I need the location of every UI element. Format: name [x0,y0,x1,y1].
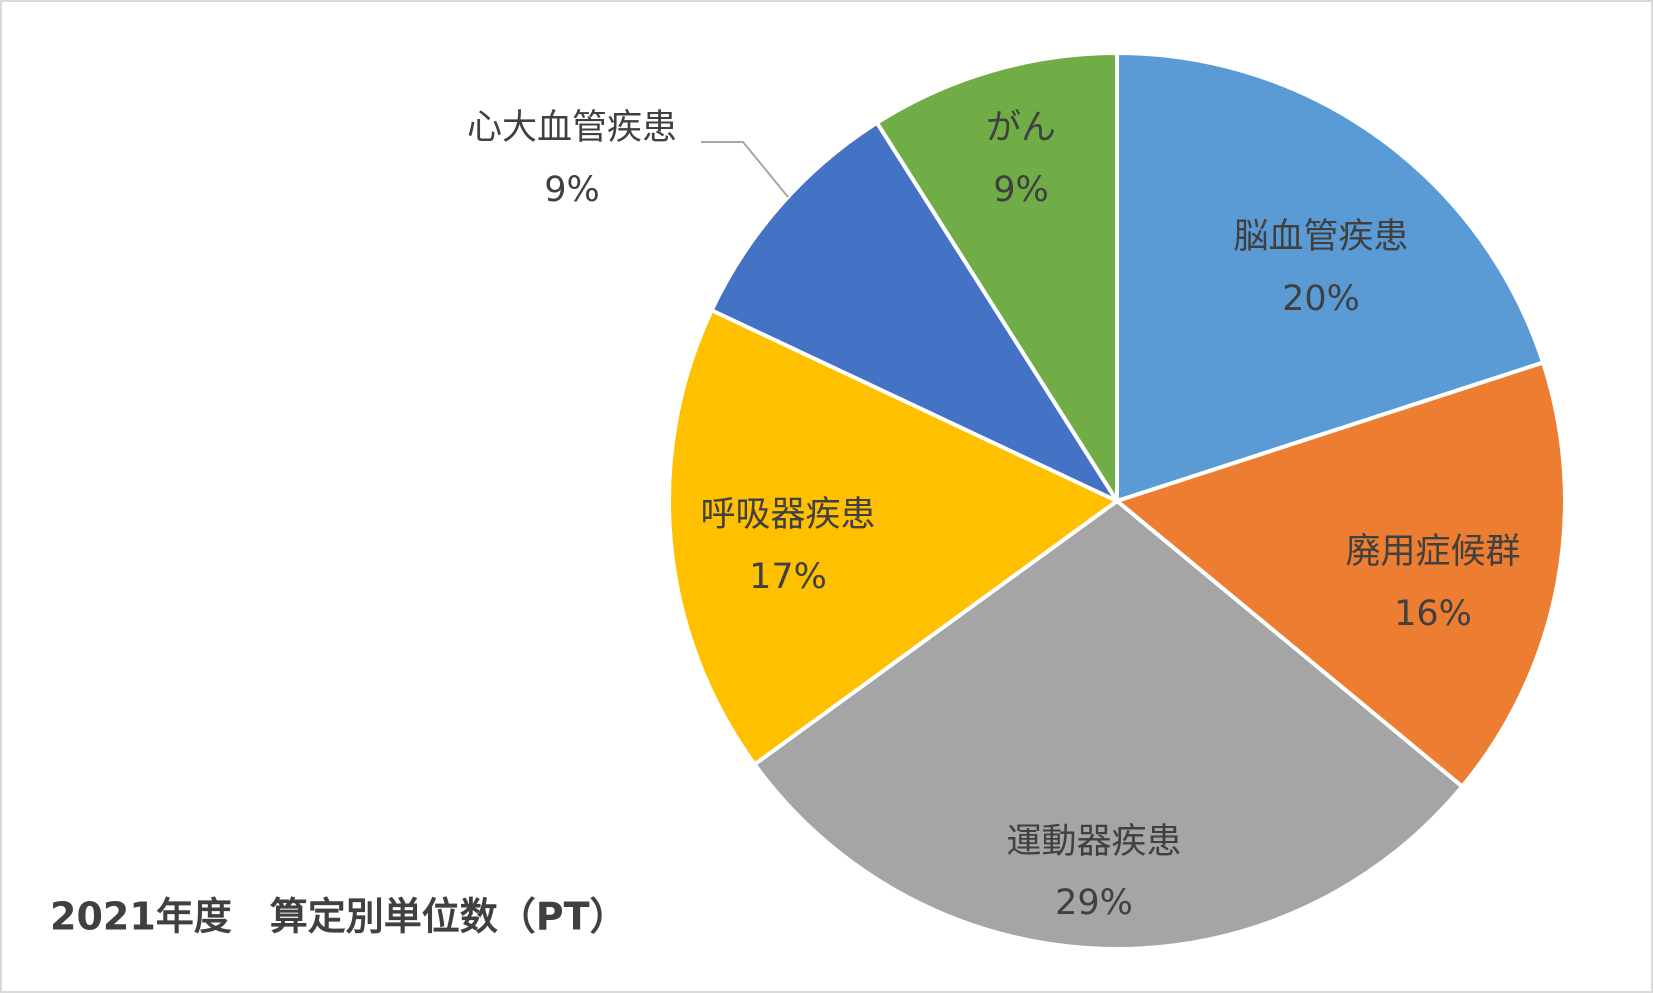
pie-slice [1115,360,1567,789]
slice-label: 心大血管疾患 [467,108,677,148]
pie-slice [667,308,1119,767]
pie-slice [874,51,1119,503]
slice-label: がん [986,108,1056,148]
slice-label: 脳血管疾患 [1233,217,1408,257]
value-label: 17% [749,557,827,597]
slice-label: 呼吸器疾患 [700,495,875,535]
value-label: 20% [1282,279,1360,319]
pie [667,51,1567,951]
value-label: 9% [993,170,1049,210]
value-label: 9% [544,170,600,210]
value-label: 29% [1055,883,1133,923]
pie-slice [752,499,1465,951]
leader-line [701,141,789,198]
value-label: 16% [1394,594,1472,634]
chart-title: 2021年度 算定別単位数（PT） [50,895,628,939]
pie-slice [709,120,1119,503]
slice-label: 運動器疾患 [1006,822,1181,862]
slice-label: 廃用症候群 [1345,532,1520,572]
pie-slice [1115,51,1546,503]
